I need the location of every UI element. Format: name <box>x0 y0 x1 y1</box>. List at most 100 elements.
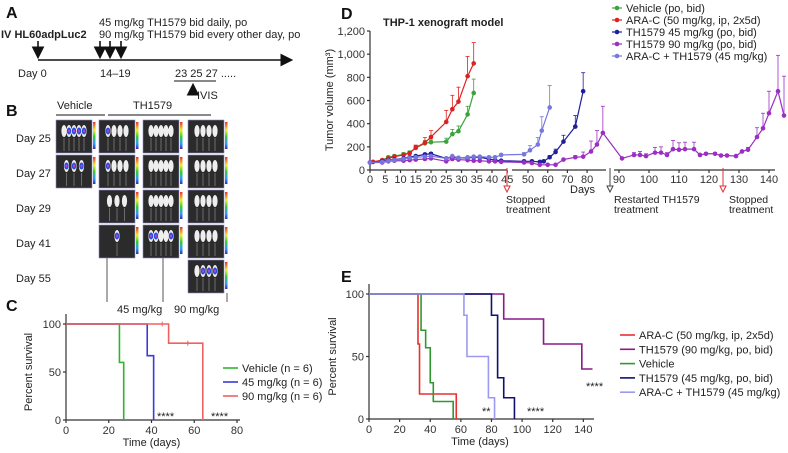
significance-annotation: **** <box>211 411 229 423</box>
bioluminescence-image <box>98 224 139 259</box>
y-axis-label: Percent survival <box>23 333 35 411</box>
legend-label: TH1579 45 mg/kg (po, bid) <box>626 27 757 39</box>
signal-core <box>202 269 204 273</box>
mouse-icon <box>163 160 169 172</box>
x-tick-label: 10 <box>394 174 406 186</box>
signal-core <box>68 129 70 133</box>
color-scale-bar <box>93 157 96 184</box>
data-point <box>697 152 703 158</box>
data-point <box>456 128 461 134</box>
data-point <box>535 142 541 147</box>
mouse-icon <box>212 160 218 172</box>
x-tick-label: 90 <box>613 174 625 186</box>
legend-marker <box>614 41 620 47</box>
mouse-icon <box>106 195 113 207</box>
panel-a: A IV HL60adpLuc2 45 mg/kg TH1579 bid dai… <box>1 5 300 102</box>
data-point <box>600 130 606 136</box>
significance-annotation: **** <box>527 406 545 418</box>
bioluminescence-image <box>142 119 183 154</box>
chart-c: 0 20 40 60 80 0 50 100 Time (days) Percent surviv… <box>23 314 322 449</box>
signal-core <box>155 234 157 238</box>
y-tick-label: 100 <box>43 319 61 331</box>
dose-90-label: 90 mg/kg TH1579 bid every other day, po <box>99 29 300 41</box>
x-tick-label: 100 <box>513 424 531 436</box>
mouse-icon <box>206 160 212 172</box>
day-label: Day 25 <box>16 133 51 145</box>
data-point <box>413 145 419 150</box>
image-frame <box>98 119 136 154</box>
color-scale-bar <box>136 157 139 184</box>
legend-label: TH1579 (90 mg/kg, po, bid) <box>639 344 773 356</box>
x-tick-label: 20 <box>103 425 115 437</box>
signal-core <box>73 129 75 133</box>
panel-label-d: D <box>341 6 353 23</box>
dose-days-label: 14–19 <box>100 68 131 80</box>
data-point <box>652 150 658 155</box>
survival-curve <box>369 293 593 370</box>
mouse-icon <box>148 195 154 207</box>
imaging-label: IVIS <box>197 90 218 102</box>
data-point <box>477 154 483 159</box>
y-tick-label: 0 <box>358 414 364 426</box>
data-point <box>401 152 406 158</box>
color-scale-bar <box>225 157 228 184</box>
mouse-icon <box>163 195 169 207</box>
mouse-icon <box>206 125 212 137</box>
color-scale-bar <box>93 122 96 149</box>
mouse-icon <box>168 160 174 172</box>
x-tick-label: 30 <box>455 174 467 186</box>
legend-label: TH1579 90 mg/kg (po, bid) <box>626 39 757 51</box>
x-tick-label: 60 <box>455 424 467 436</box>
data-point <box>486 159 492 164</box>
color-scale-bar <box>136 192 139 219</box>
bioluminescence-image <box>55 119 96 154</box>
signal-core <box>107 129 109 133</box>
dose-arrows <box>31 41 294 67</box>
data-point <box>588 149 594 154</box>
panel-label-e: E <box>341 269 352 286</box>
x-tick-label: 120 <box>544 424 562 436</box>
mouse-icon <box>194 160 200 172</box>
survival-curve <box>369 293 516 419</box>
color-scale-bar <box>180 227 183 254</box>
data-point <box>428 153 434 159</box>
signal-core <box>80 164 83 168</box>
legend-label: ARA-C (50 mg/kg, ip, 2x5d) <box>639 330 774 342</box>
data-point <box>529 160 535 166</box>
mouse-icon <box>194 230 200 242</box>
mouse-icon <box>153 125 159 137</box>
mouse-icon <box>158 125 164 137</box>
bioluminescence-image <box>98 119 139 154</box>
mouse-icon <box>158 195 164 207</box>
image-frame <box>187 119 225 154</box>
x-axis-label: Time (days) <box>451 436 509 448</box>
day0-label: Day 0 <box>18 68 47 80</box>
data-point <box>561 157 566 162</box>
bioluminescence-image <box>187 189 228 224</box>
mouse-icon <box>168 195 174 207</box>
data-point <box>676 147 682 153</box>
mouse-icon <box>117 125 123 137</box>
data-point <box>471 154 477 159</box>
data-point <box>413 154 419 160</box>
data-point <box>547 105 552 110</box>
bioluminescence-image <box>142 224 183 259</box>
arrow-down-icon <box>606 185 614 194</box>
cell-line-label: IV HL60adpLuc2 <box>1 29 87 41</box>
chart-d: 02004006008001,0001,20005101520253035404… <box>324 3 787 216</box>
data-point <box>379 159 385 165</box>
mouse-icon <box>158 160 164 172</box>
mouse-icon <box>123 160 129 172</box>
mouse-icon <box>114 195 120 207</box>
data-point <box>367 160 373 165</box>
data-point <box>691 146 697 152</box>
x-tick-label: 140 <box>760 174 778 186</box>
x-tick-label: 130 <box>730 174 748 186</box>
mouse-icon <box>212 195 218 207</box>
data-point <box>631 152 637 158</box>
day-label: Day 27 <box>16 168 51 180</box>
image-frame <box>187 259 225 294</box>
signal-core <box>83 129 85 133</box>
y-tick-label: 1,200 <box>337 26 365 38</box>
signal-core <box>65 164 68 168</box>
